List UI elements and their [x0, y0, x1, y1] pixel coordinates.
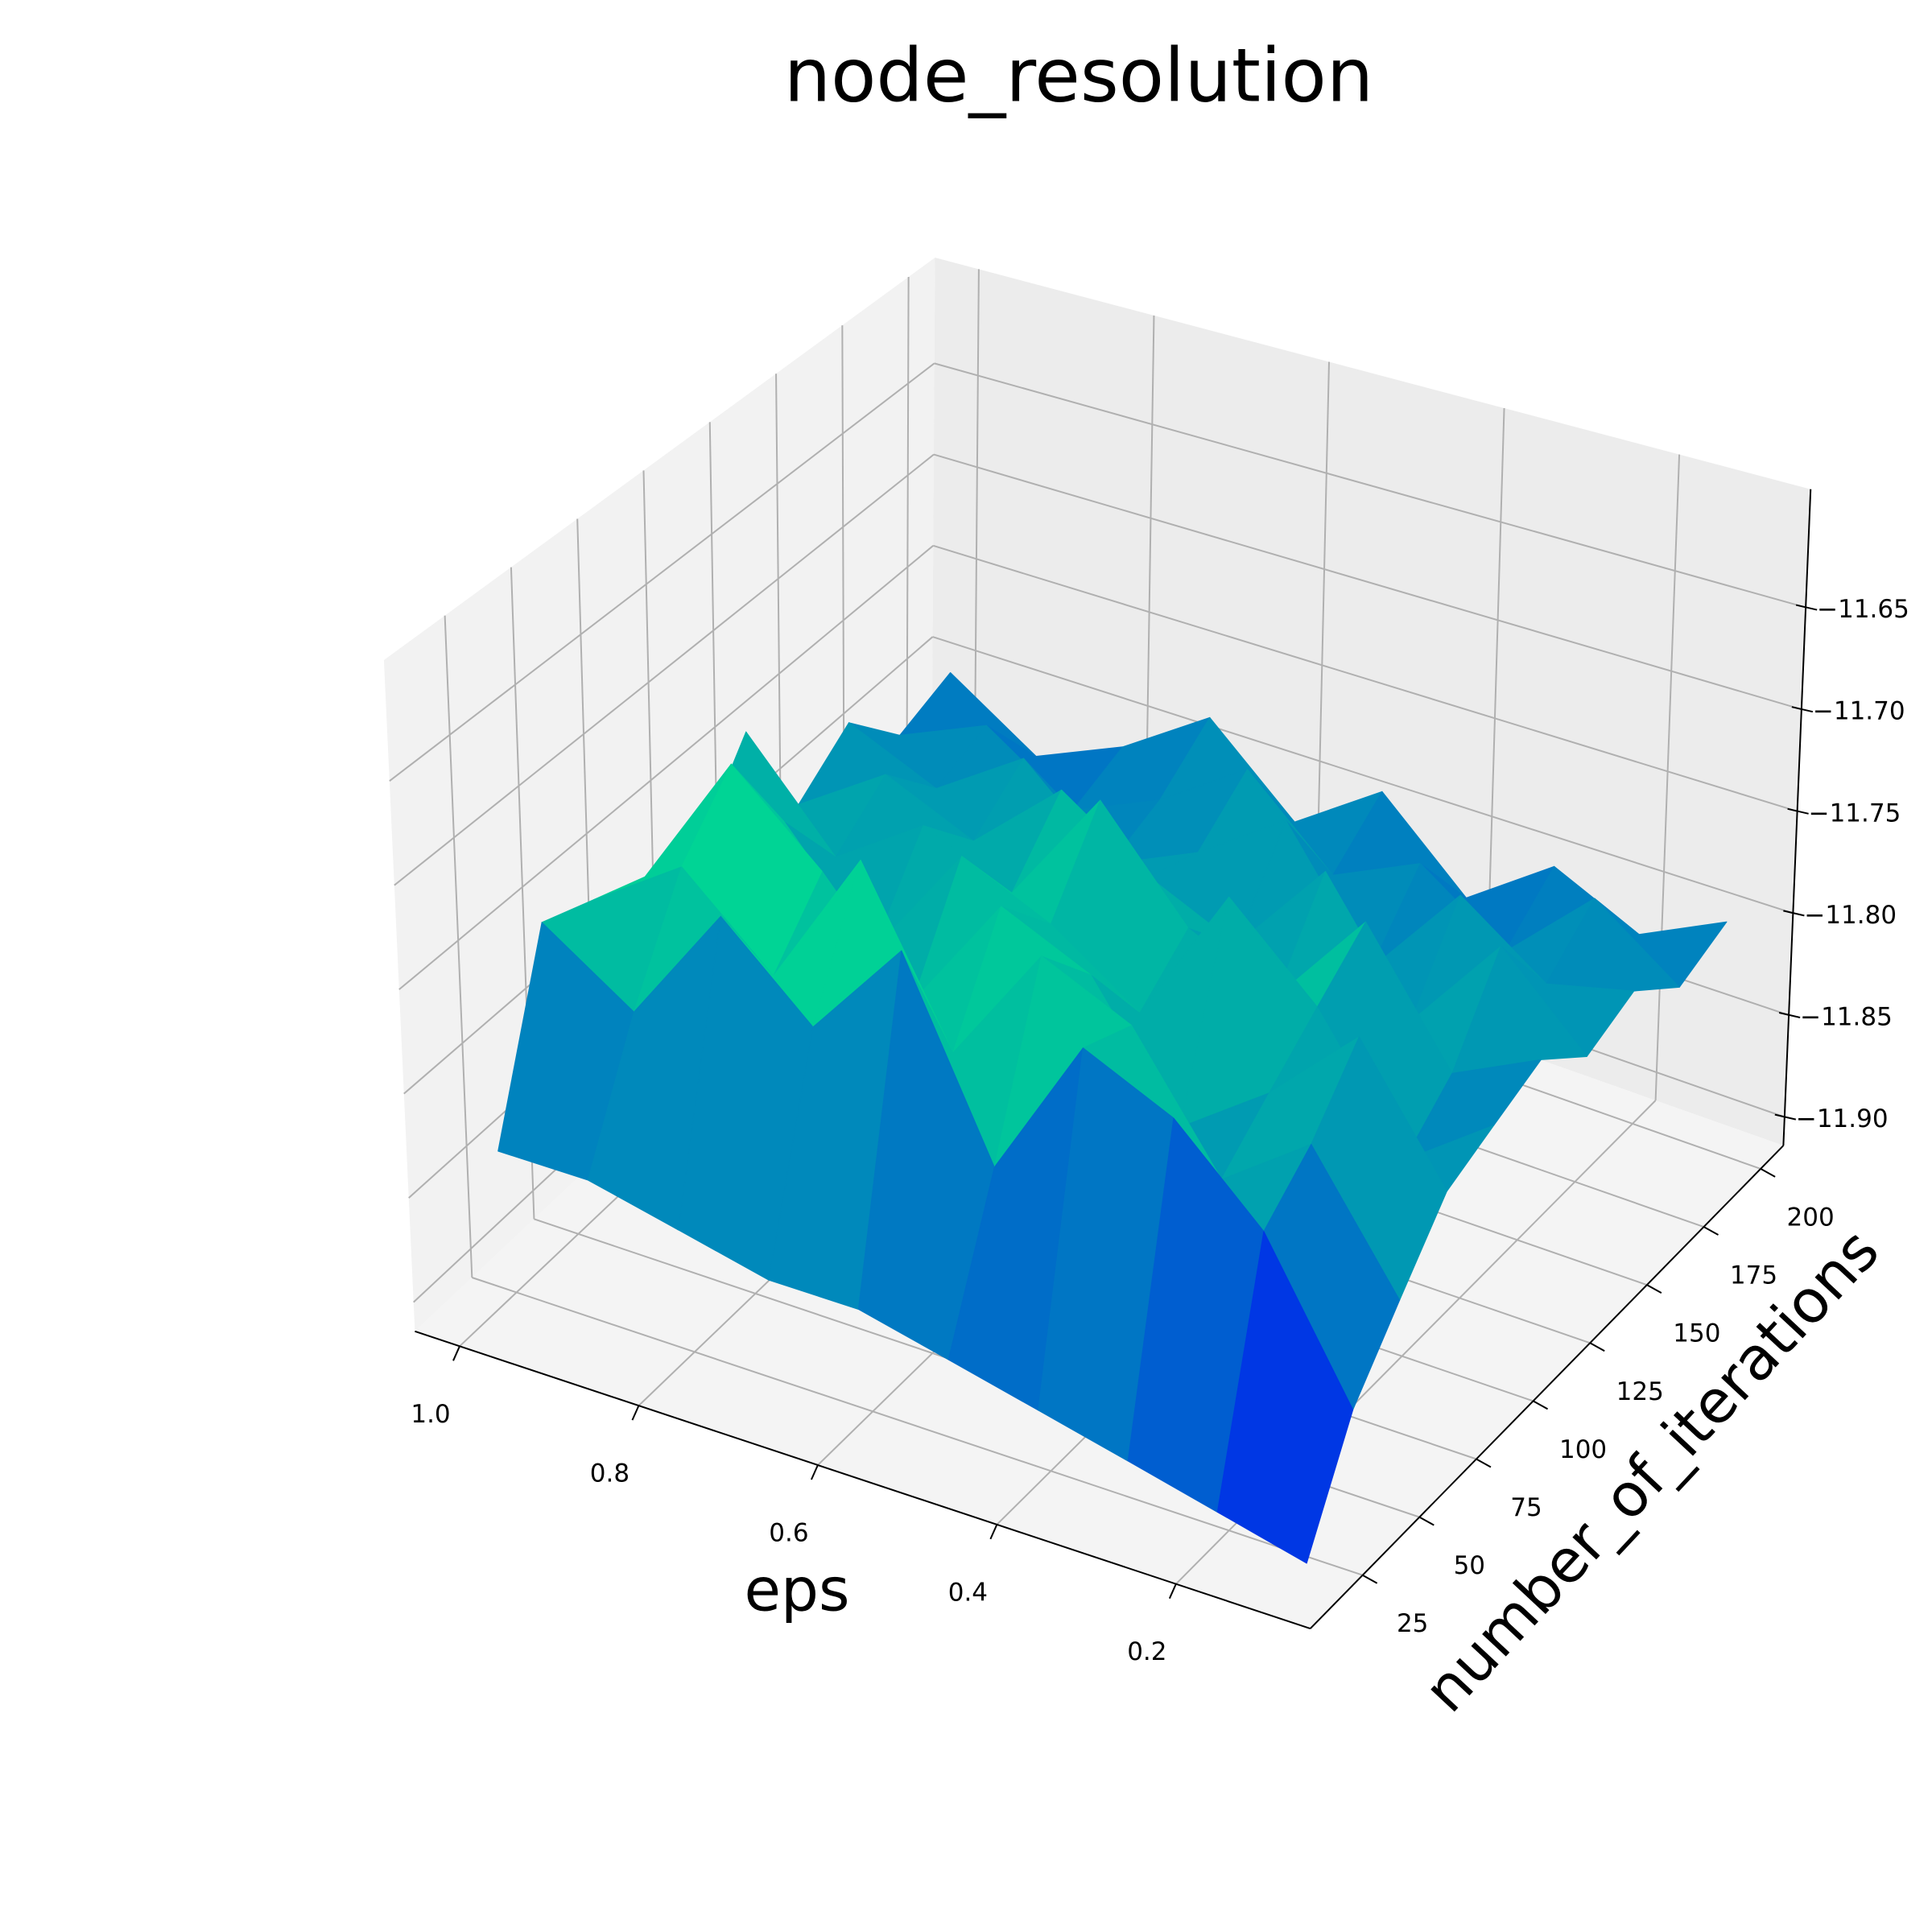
z-tick-label: −11.80 [1804, 901, 1897, 930]
y-tick [1760, 1168, 1776, 1178]
y-tick-label: 75 [1510, 1493, 1542, 1522]
x-tick [811, 1464, 819, 1480]
y-tick [1362, 1574, 1378, 1584]
x-tick [989, 1524, 998, 1540]
y-tick-label: 50 [1454, 1551, 1485, 1580]
y-tick [1476, 1458, 1492, 1468]
x-tick [452, 1345, 460, 1361]
y-tick-label: 150 [1673, 1319, 1720, 1348]
y-tick [1533, 1400, 1549, 1410]
z-axis-line [1782, 489, 1812, 1146]
y-tick [1646, 1284, 1662, 1294]
grid-line [398, 545, 934, 990]
x-tick-label: 0.6 [769, 1519, 808, 1548]
grid-line [1654, 454, 1681, 1101]
grid-line [472, 1277, 1363, 1576]
x-tick [1168, 1583, 1177, 1600]
z-tick [1795, 604, 1818, 611]
y-tick-label: 175 [1730, 1261, 1777, 1290]
surface-facet [1216, 1231, 1354, 1564]
x-tick [631, 1405, 640, 1421]
z-tick-label: −11.70 [1813, 697, 1905, 726]
y-axis-line [1309, 1145, 1785, 1629]
y-tick-label: 125 [1616, 1377, 1664, 1406]
z-tick [1787, 807, 1809, 815]
x-axis-label: eps [744, 1556, 849, 1625]
x-tick-label: 0.2 [1127, 1637, 1166, 1666]
grid-line [389, 362, 935, 782]
y-tick [1703, 1226, 1719, 1236]
z-tick [1791, 706, 1814, 713]
grid-line [934, 362, 1806, 609]
grid-line [932, 636, 1794, 914]
x-tick-label: 0.4 [948, 1578, 988, 1607]
x-axis-line [415, 1330, 1311, 1630]
z-tick-label: −11.65 [1817, 595, 1909, 624]
z-tick [1783, 910, 1805, 917]
z-tick-label: −11.90 [1796, 1104, 1889, 1133]
y-tick [1589, 1342, 1605, 1352]
y-tick-label: 100 [1559, 1435, 1607, 1464]
grid-line [444, 615, 473, 1278]
grid-line [394, 453, 935, 886]
x-tick-label: 0.8 [590, 1459, 630, 1488]
x-tick-label: 1.0 [411, 1400, 450, 1429]
y-tick-label: 200 [1787, 1203, 1835, 1232]
z-tick [1774, 1113, 1797, 1121]
y-tick-label: 25 [1397, 1609, 1428, 1638]
z-tick [1778, 1012, 1801, 1018]
grid-line [932, 544, 1798, 812]
z-tick-label: −11.85 [1800, 1003, 1893, 1032]
z-tick-label: −11.75 [1809, 799, 1901, 828]
chart-title: node_resolution [784, 32, 1373, 118]
grid-line [933, 453, 1802, 711]
y-tick [1418, 1516, 1435, 1526]
